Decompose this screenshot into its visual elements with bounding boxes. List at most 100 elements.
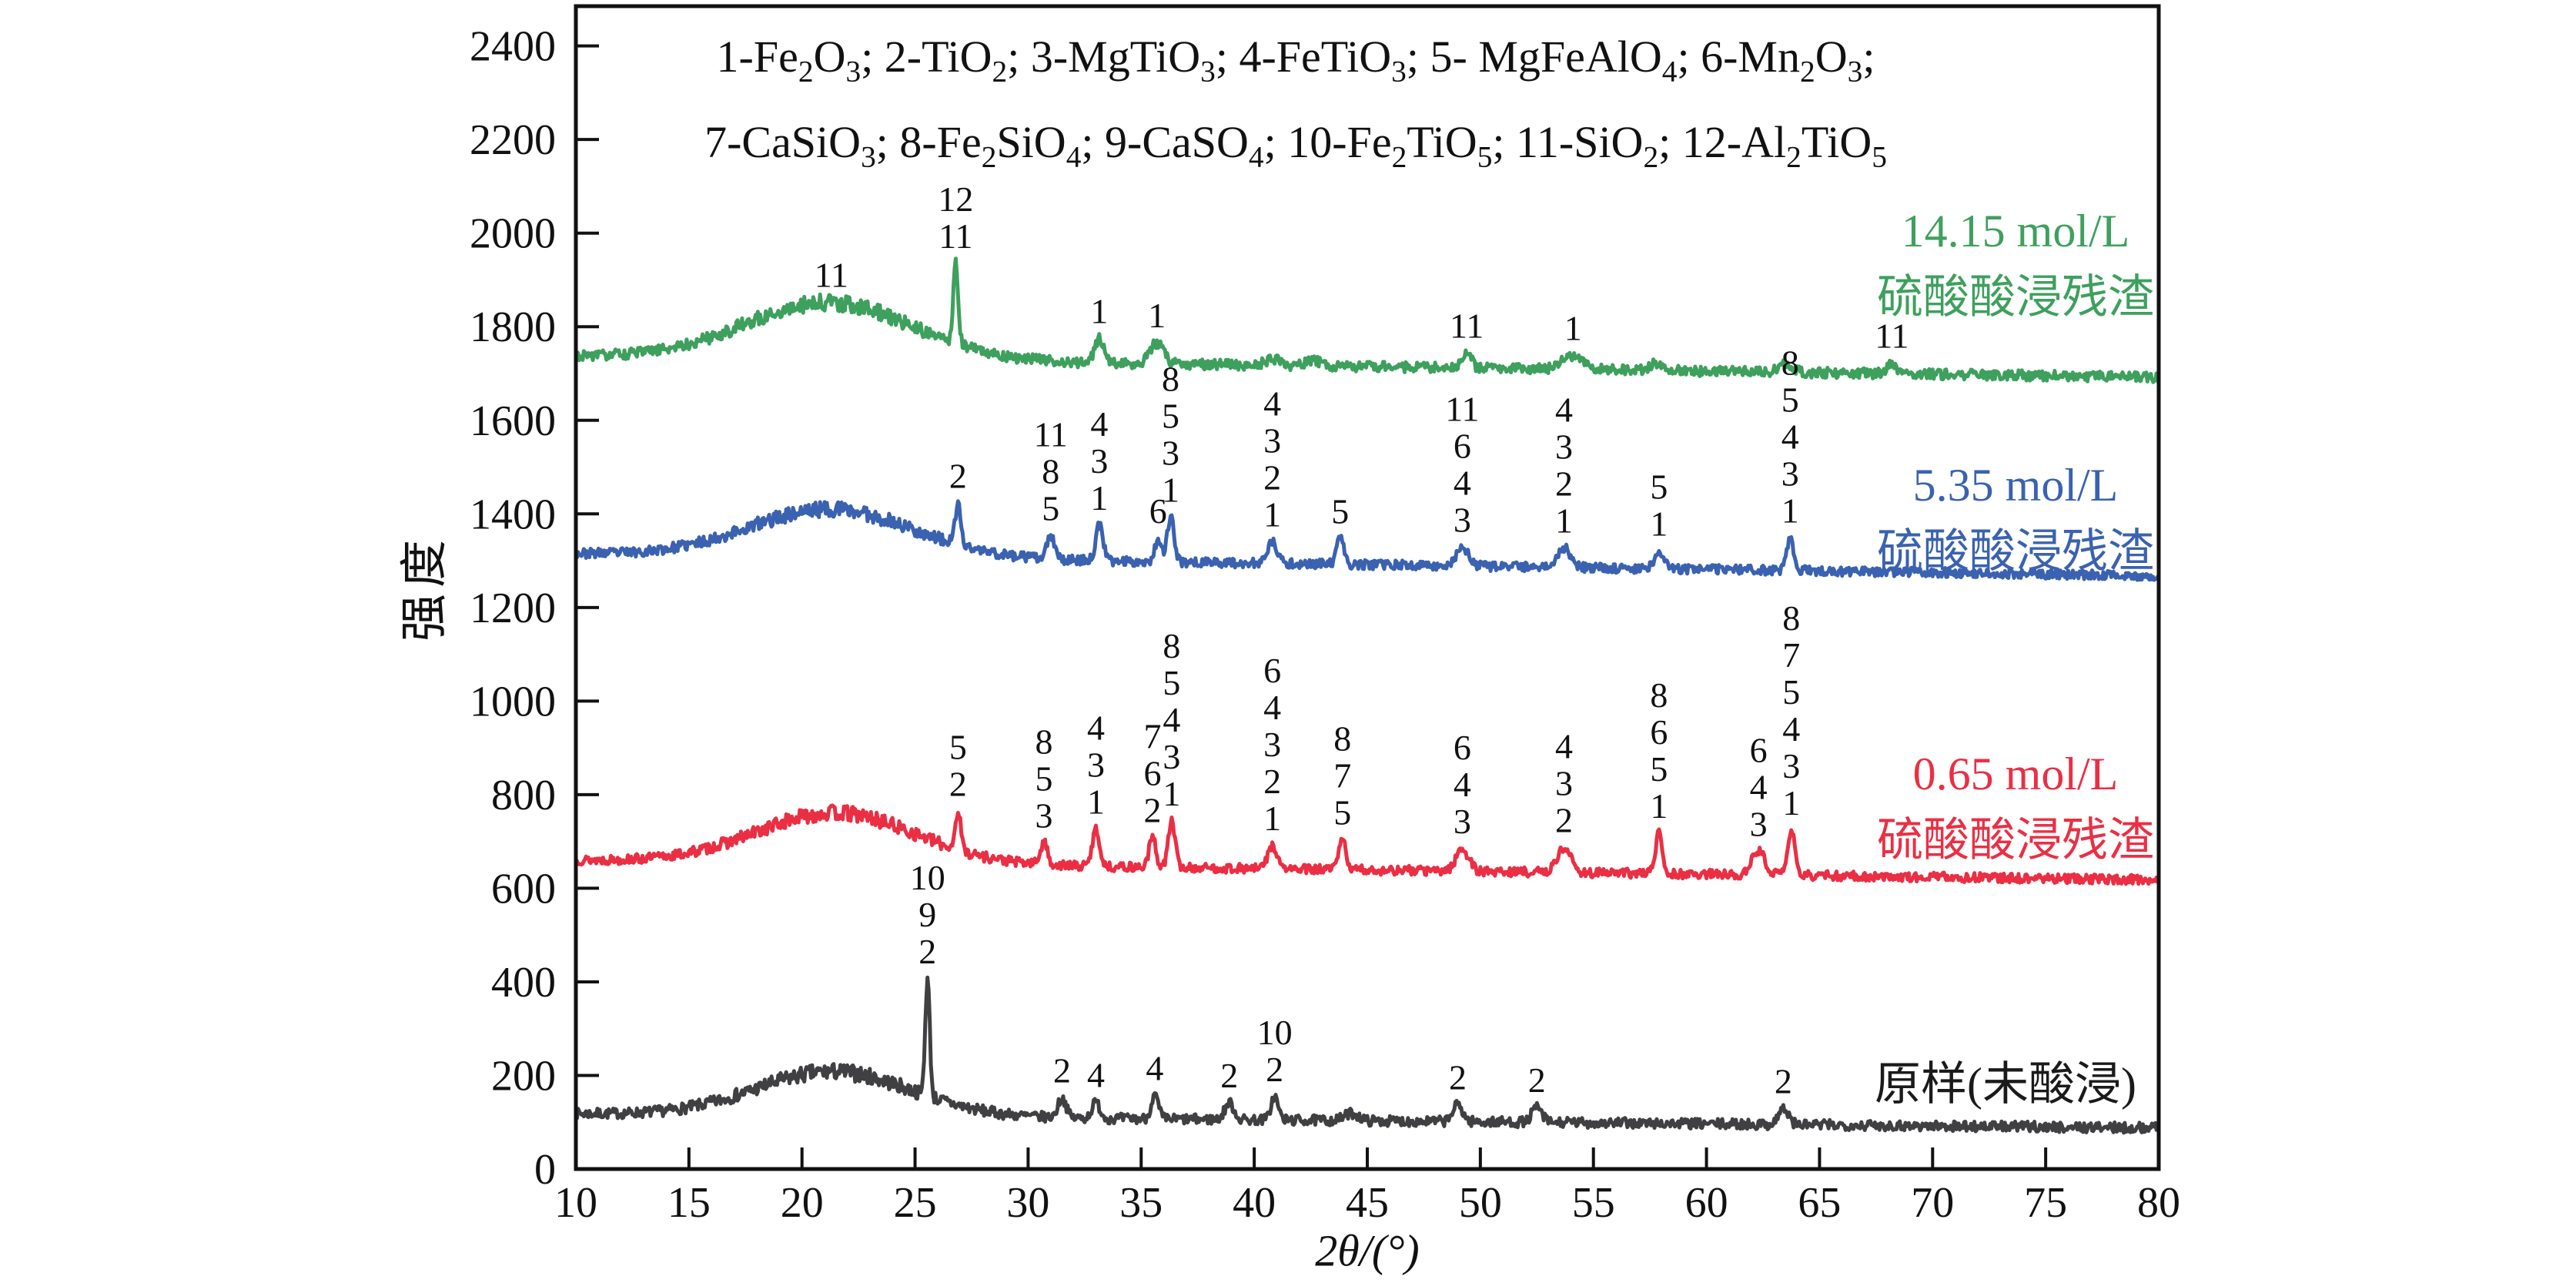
peak-label: 5	[1650, 749, 1668, 789]
peak-label: 3	[1555, 764, 1573, 803]
peak-label: 5	[1782, 672, 1800, 712]
peak-label: 4	[1087, 708, 1105, 747]
peak-label: 1	[1564, 309, 1582, 348]
peak-label: 5	[1650, 467, 1668, 506]
peak-label: 9	[918, 895, 936, 934]
peak-label: 2	[1053, 1051, 1071, 1090]
series-label-3: 硫酸酸浸残渣	[1877, 272, 2154, 323]
peak-label: 1	[1781, 491, 1799, 530]
peak-label: 2	[918, 932, 936, 971]
peak-label: 2	[1266, 1050, 1283, 1089]
peak-label: 2	[1449, 1058, 1467, 1097]
peak-label: 7	[1782, 635, 1800, 675]
y-tick-label: 1600	[470, 397, 556, 445]
peak-label: 3	[1090, 441, 1108, 481]
peak-label: 4	[1454, 464, 1471, 503]
series-label-3: 14.15 mol/L	[1902, 206, 2130, 256]
series-label-2: 5.35 mol/L	[1913, 460, 2119, 511]
peak-label: 11	[1875, 316, 1909, 355]
peak-label: 10	[910, 858, 945, 897]
x-tick-label: 40	[1233, 1179, 1276, 1227]
peak-label: 4	[1782, 709, 1800, 749]
peak-label: 2	[1263, 762, 1281, 801]
peak-label: 8	[1035, 722, 1053, 762]
y-tick-label: 0	[534, 1146, 556, 1194]
peak-label: 5	[1333, 792, 1351, 832]
peak-label: 1	[1263, 495, 1281, 534]
peak-label: 6	[1149, 491, 1167, 531]
peak-label: 12	[938, 179, 973, 219]
peak-label: 1	[1650, 786, 1668, 826]
peak-label: 11	[1034, 415, 1068, 454]
peak-label: 3	[1163, 737, 1180, 776]
peak-label: 7	[1144, 716, 1162, 755]
x-tick-label: 45	[1346, 1179, 1389, 1227]
y-tick-label: 600	[491, 865, 556, 913]
y-tick-label: 400	[491, 959, 556, 1007]
x-tick-label: 80	[2137, 1179, 2180, 1227]
peak-label: 5	[1035, 759, 1053, 799]
series-label-1: 硫酸酸浸残渣	[1877, 815, 2154, 866]
plot-border	[574, 4, 2161, 1171]
y-tick-label: 2200	[470, 116, 556, 164]
y-tick-label: 1400	[470, 491, 556, 538]
peak-label: 8	[1163, 626, 1180, 665]
peak-label: 8	[1333, 719, 1351, 758]
peak-label: 6	[1650, 712, 1668, 752]
y-tick-label: 1200	[470, 585, 556, 632]
series-label-1: 0.65 mol/L	[1913, 749, 2119, 799]
peak-label: 3	[1781, 454, 1799, 493]
peak-label: 2	[1555, 801, 1573, 840]
legend-line-2: 7-CaSiO3; 8-Fe2SiO4; 9-CaSO4; 10-Fe2TiO5…	[704, 116, 1887, 174]
curve-series-3	[576, 256, 2159, 384]
x-tick-label: 30	[1006, 1179, 1049, 1227]
peak-label: 6	[1263, 651, 1281, 690]
peak-label: 4	[1750, 768, 1768, 807]
x-tick-label: 60	[1685, 1179, 1728, 1227]
curve-series-1	[576, 803, 2159, 886]
peak-label: 3	[1782, 746, 1800, 786]
peak-label: 11	[815, 256, 848, 295]
peak-label: 6	[1750, 731, 1768, 770]
peak-label: 4	[1263, 688, 1281, 727]
peak-label: 2	[1555, 464, 1573, 503]
peak-label: 2	[1775, 1062, 1792, 1101]
peak-label: 5	[1331, 491, 1349, 531]
peak-label: 11	[938, 216, 972, 256]
y-tick-label: 2400	[470, 23, 556, 71]
x-tick-label: 20	[781, 1179, 824, 1227]
x-tick-label: 50	[1459, 1179, 1502, 1227]
peak-label: 1	[1090, 292, 1108, 331]
peak-label: 3	[1087, 745, 1105, 784]
peak-label: 4	[1555, 727, 1573, 766]
x-axis-title: 2θ/(°)	[1315, 1225, 1420, 1276]
peak-label: 8	[1650, 675, 1668, 715]
peak-label: 1	[1148, 296, 1166, 335]
peak-label: 2	[949, 457, 967, 496]
peak-label: 3	[1454, 501, 1471, 540]
y-tick-label: 800	[491, 772, 556, 819]
peak-label: 5	[1163, 663, 1180, 702]
peak-label: 4	[1163, 700, 1180, 739]
peak-label: 2	[1528, 1060, 1546, 1100]
peak-label: 2	[1220, 1056, 1238, 1095]
y-tick-label: 2000	[470, 210, 556, 258]
peak-label: 3	[1162, 433, 1179, 472]
series-label-2: 硫酸酸浸残渣	[1877, 526, 2154, 577]
peak-label: 7	[1333, 755, 1351, 795]
peak-label: 5	[1781, 380, 1799, 419]
legend-line-1: 1-Fe2O3; 2-TiO2; 3-MgTiO3; 4-FeTiO3; 5- …	[716, 32, 1875, 89]
curves	[576, 256, 2159, 1135]
series-label-0: 原样(未酸浸)	[1875, 1059, 2136, 1110]
peak-label: 3	[1454, 802, 1471, 841]
peak-label: 2	[1144, 790, 1162, 829]
peak-label: 8	[1042, 452, 1059, 491]
curve-series-0	[576, 975, 2159, 1135]
peak-label: 1	[1090, 478, 1108, 518]
peak-label: 1	[1555, 501, 1573, 540]
y-tick-label: 1800	[470, 303, 556, 351]
peak-label: 2	[949, 764, 967, 803]
